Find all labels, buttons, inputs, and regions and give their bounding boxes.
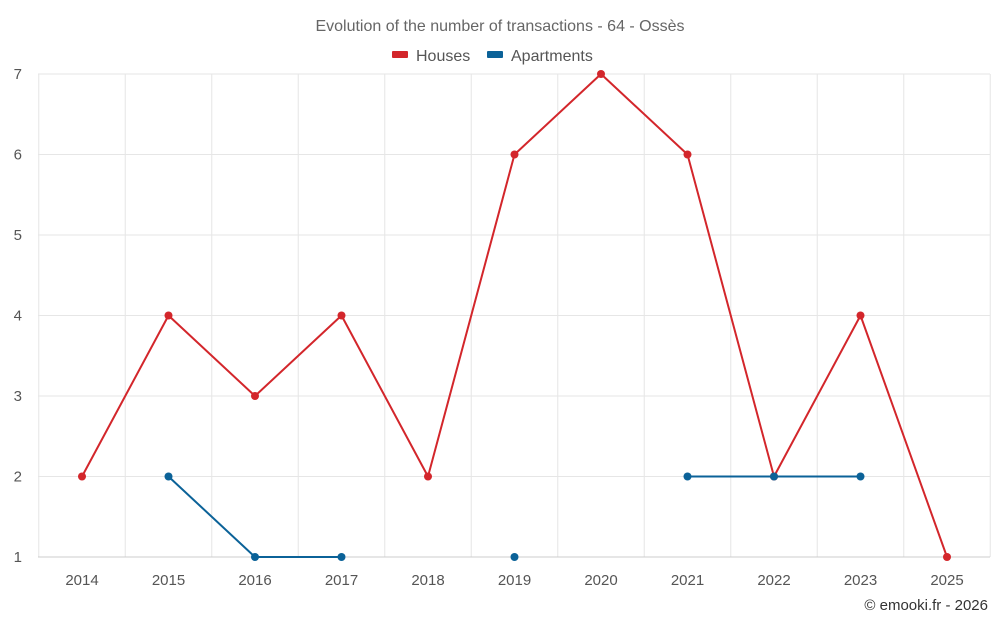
x-tick-label: 2022: [757, 572, 790, 589]
y-axis: 1 2 3 4 5 6 7: [14, 66, 22, 566]
chart-title: Evolution of the number of transactions …: [315, 18, 684, 35]
x-tick-label: 2025: [930, 572, 963, 589]
x-tick-label: 2015: [152, 572, 185, 589]
series-points: [78, 70, 951, 561]
legend-item-apartments[interactable]: Apartments: [487, 48, 593, 65]
data-point-houses[interactable]: [424, 472, 432, 481]
data-point-houses[interactable]: [856, 311, 865, 320]
legend-swatch-apartments: [487, 51, 503, 58]
y-tick-label: 1: [14, 549, 22, 566]
x-tick-label: 2019: [498, 572, 531, 589]
x-tick-label: 2016: [238, 572, 271, 589]
grid: [38, 73, 991, 558]
legend-swatch-houses: [392, 51, 408, 58]
x-tick-label: 2017: [325, 572, 358, 589]
data-point-apartments[interactable]: [510, 553, 519, 561]
data-point-houses[interactable]: [337, 311, 346, 320]
data-point-apartments[interactable]: [251, 553, 259, 561]
credit-text: © emooki.fr - 2026: [864, 597, 988, 614]
legend[interactable]: Houses Apartments: [392, 48, 593, 65]
data-point-apartments[interactable]: [856, 472, 865, 481]
data-point-houses[interactable]: [78, 472, 86, 481]
y-tick-label: 2: [14, 469, 22, 486]
series-line-apartments: [167, 475, 342, 558]
x-tick-label: 2018: [411, 572, 444, 589]
data-point-houses[interactable]: [251, 392, 259, 400]
x-tick-label: 2020: [584, 572, 617, 589]
legend-label-apartments: Apartments: [511, 48, 593, 65]
legend-item-houses[interactable]: Houses: [392, 48, 470, 65]
x-axis: 2014 2015 2016 2017 2018 2019 2020 2021 2022 2023…: [38, 556, 990, 589]
data-point-houses[interactable]: [510, 150, 519, 159]
y-tick-label: 5: [14, 227, 22, 244]
legend-label-houses: Houses: [416, 48, 470, 65]
x-tick-label: 2014: [65, 572, 98, 589]
data-point-houses[interactable]: [683, 150, 692, 159]
data-point-houses[interactable]: [943, 553, 951, 561]
x-tick-label: 2023: [844, 572, 877, 589]
data-point-apartments[interactable]: [683, 472, 692, 481]
y-tick-label: 7: [14, 66, 22, 83]
y-tick-label: 3: [14, 388, 22, 405]
x-tick-label: 2021: [671, 572, 704, 589]
data-point-apartments[interactable]: [337, 553, 346, 561]
y-tick-label: 4: [14, 308, 22, 325]
y-tick-label: 6: [14, 147, 22, 164]
data-point-houses[interactable]: [597, 70, 605, 78]
data-point-houses[interactable]: [164, 311, 173, 320]
data-point-apartments[interactable]: [164, 472, 173, 481]
data-point-apartments[interactable]: [770, 472, 778, 481]
